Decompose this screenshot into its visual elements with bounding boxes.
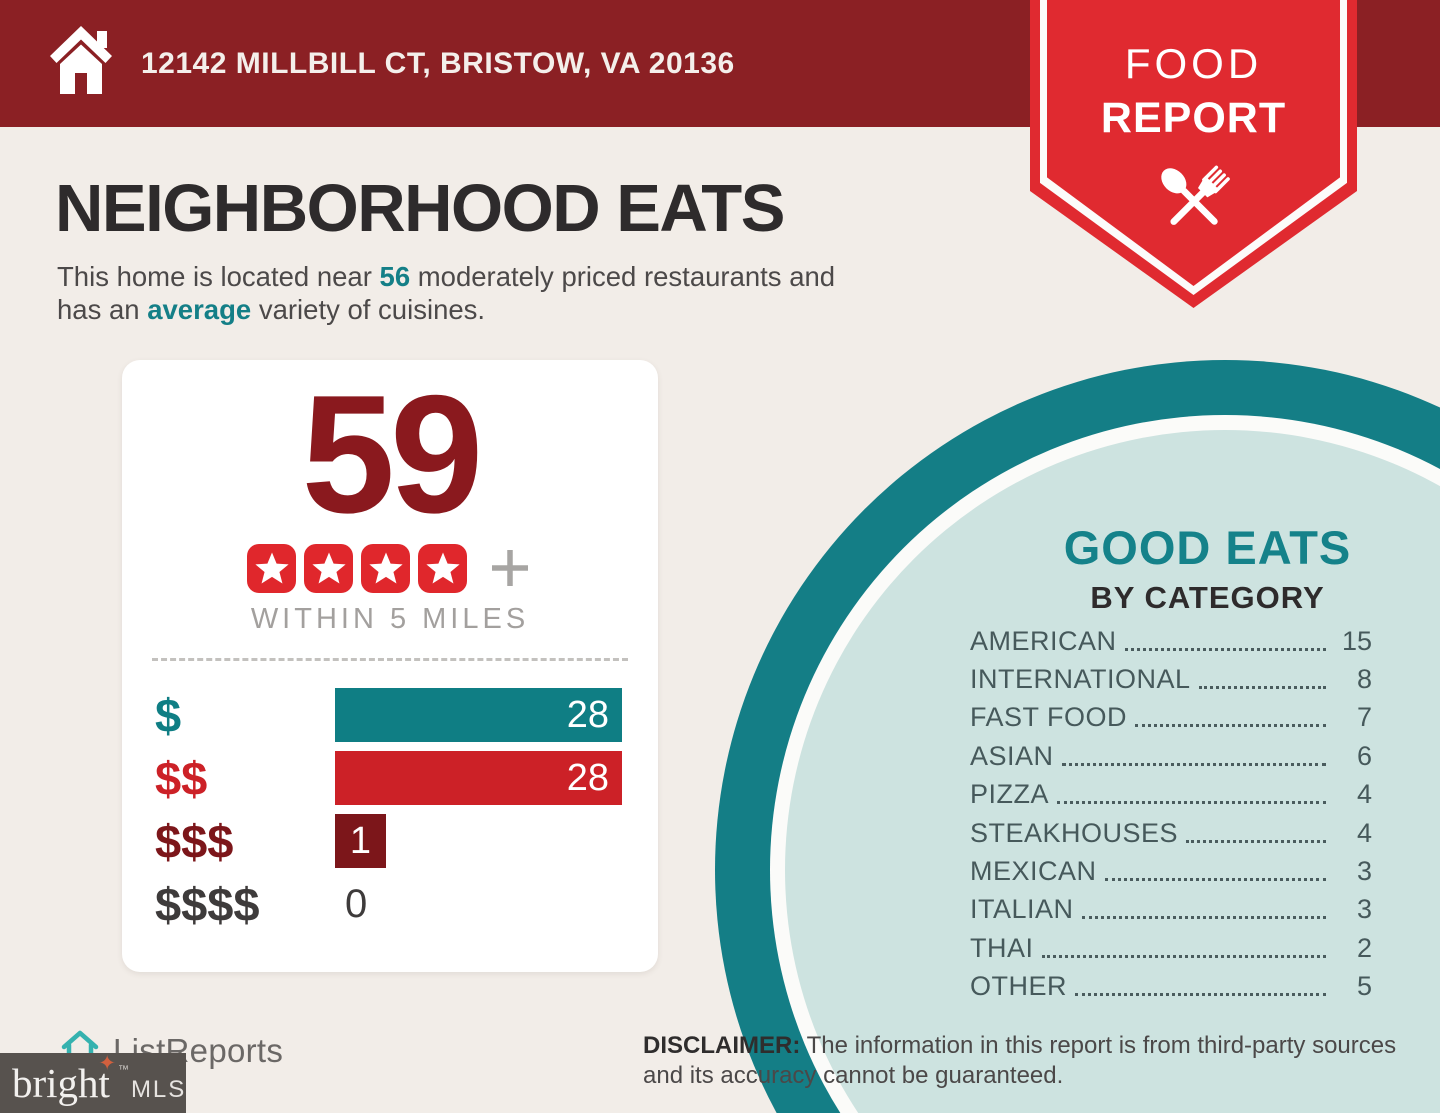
good-eats-header: GOOD EATS BY CATEGORY — [990, 520, 1425, 616]
ribbon-title-line2: REPORT — [1100, 94, 1287, 142]
ribbon-title-line1: FOOD — [1124, 40, 1263, 87]
price-tier-label: $$ — [155, 751, 208, 805]
disclaimer: DISCLAIMER: The information in this repo… — [643, 1031, 1423, 1092]
radius-label: WITHIN 5 MILES — [250, 603, 530, 635]
price-tier-label: $$$$ — [155, 877, 260, 931]
bright-mls-badge: bright ✦ ™ MLS — [0, 1050, 187, 1113]
category-value: 4 — [1356, 817, 1372, 848]
subtitle-accent: average — [147, 294, 252, 325]
dotted-leader — [1061, 762, 1326, 766]
category-name: AMERICAN — [970, 625, 1117, 656]
subtitle-text: This home is located near — [57, 261, 380, 292]
category-row: ASIAN 6 — [970, 737, 1372, 775]
category-name: ASIAN — [970, 740, 1054, 771]
dotted-leader — [1104, 878, 1326, 882]
category-row: FAST FOOD 7 — [970, 699, 1372, 737]
category-row: AMERICAN 15 — [970, 622, 1372, 660]
bright-star-icon: ✦ — [98, 1050, 116, 1075]
price-row: $$ 28 — [122, 751, 658, 805]
category-row: THAI 2 — [970, 929, 1372, 967]
restaurant-count: 59 — [301, 360, 484, 548]
trademark-symbol: ™ — [117, 1063, 129, 1076]
price-bar-area: 28 — [335, 688, 622, 742]
ribbon-content: FOOD REPORT — [1030, 40, 1357, 252]
price-bar-chart: $28 $$ 28 $$$ 1 $$$$ 0 — [122, 688, 658, 931]
price-row: $$$ 1 — [122, 814, 658, 868]
category-name: ITALIAN — [970, 894, 1074, 925]
spoon-fork-icon — [1030, 155, 1357, 252]
category-name: OTHER — [970, 971, 1067, 1002]
dotted-leader — [1041, 954, 1326, 958]
category-value: 5 — [1356, 971, 1372, 1002]
intro-subtitle: This home is located near 56 moderately … — [57, 260, 1017, 326]
good-eats-title: GOOD EATS — [1063, 521, 1352, 574]
disclaimer-label: DISCLAIMER: — [643, 1032, 801, 1059]
mls-wordmark: MLS — [130, 1075, 187, 1103]
star-icon — [418, 543, 467, 593]
subtitle-text: variety of cuisines. — [251, 294, 486, 325]
category-name: STEAKHOUSES — [970, 817, 1179, 848]
category-name: THAI — [970, 932, 1034, 963]
bright-wordmark: bright ✦ — [12, 1050, 116, 1106]
dashed-divider — [152, 658, 628, 661]
star-icon — [304, 543, 353, 593]
category-value: 4 — [1356, 779, 1372, 810]
restaurant-summary-card: 59 WITHIN 5 MILES $28 $$ 28 $$$ 1 $$$$ 0 — [122, 360, 658, 972]
category-list: AMERICAN 15 INTERNATIONAL 8 FAST FOOD 7 ASIAN 6… — [970, 622, 1372, 1006]
category-row: INTERNATIONAL 8 — [970, 660, 1372, 698]
category-row: STEAKHOUSES 4 — [970, 814, 1372, 852]
category-name: PIZZA — [970, 779, 1050, 810]
page-title: NEIGHBORHOOD EATS — [55, 171, 785, 246]
price-bar-area: 28 — [335, 751, 622, 805]
category-name: FAST FOOD — [970, 702, 1128, 733]
category-value: 2 — [1356, 932, 1372, 963]
category-name: INTERNATIONAL — [970, 664, 1191, 695]
subtitle-text: moderately priced restaurants and has an — [57, 261, 836, 325]
dotted-leader — [1198, 686, 1326, 690]
category-row: ITALIAN 3 — [970, 891, 1372, 929]
dotted-leader — [1135, 724, 1326, 728]
category-value: 6 — [1356, 740, 1372, 771]
price-tier-label: $ — [155, 688, 182, 742]
price-bar: 28 — [335, 688, 622, 742]
dotted-leader — [1124, 647, 1326, 651]
category-value: 15 — [1341, 625, 1372, 656]
dotted-leader — [1186, 839, 1326, 843]
rating-stars — [122, 542, 658, 594]
price-bar: 1 — [335, 814, 386, 868]
star-icon — [361, 543, 410, 593]
dotted-leader — [1075, 993, 1326, 997]
price-bar-area: 0 — [335, 877, 622, 931]
plus-icon — [487, 545, 533, 591]
price-bar-zero-value: 0 — [345, 882, 368, 926]
food-report-ribbon: FOOD REPORT — [1030, 0, 1357, 308]
category-value: 3 — [1356, 856, 1372, 887]
category-name: MEXICAN — [970, 856, 1097, 887]
dotted-leader — [1057, 801, 1326, 805]
property-address: 12142 MILLBILL CT, BRISTOW, VA 20136 — [141, 46, 735, 80]
good-eats-subtitle: BY CATEGORY — [1090, 580, 1325, 615]
category-value: 8 — [1356, 664, 1372, 695]
category-row: PIZZA 4 — [970, 776, 1372, 814]
home-icon — [48, 22, 114, 101]
star-icon — [247, 543, 296, 593]
dotted-leader — [1081, 916, 1326, 920]
price-tier-label: $$$ — [155, 814, 234, 868]
category-value: 7 — [1356, 702, 1372, 733]
price-row: $$$$ 0 — [122, 877, 658, 931]
disclaimer-text: The information in this report is from t… — [643, 1032, 1397, 1090]
price-bar: 28 — [335, 751, 622, 805]
price-bar-area: 1 — [335, 814, 622, 868]
price-row: $28 — [122, 688, 658, 742]
category-row: MEXICAN 3 — [970, 852, 1372, 890]
bright-mls-wordmark: bright ✦ ™ MLS — [12, 1050, 187, 1106]
subtitle-accent: 56 — [379, 261, 411, 292]
category-value: 3 — [1356, 894, 1372, 925]
category-row: OTHER 5 — [970, 968, 1372, 1006]
